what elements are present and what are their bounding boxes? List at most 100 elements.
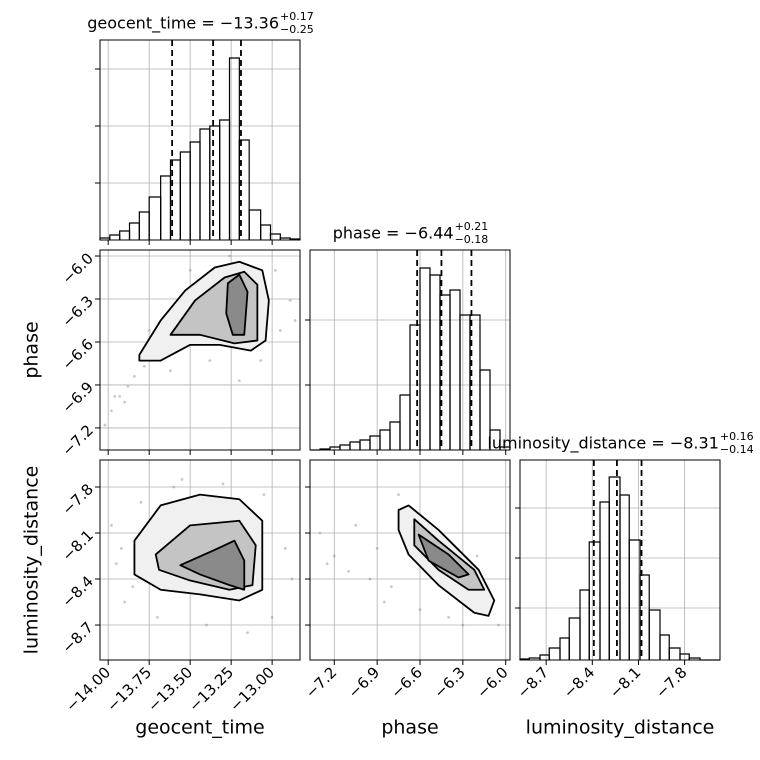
x-axis-label: luminosity_distance [526, 717, 715, 739]
sample-point [283, 546, 287, 550]
x-tick-label: −6.0 [473, 663, 511, 701]
hist-bin [359, 439, 371, 450]
sample-point [418, 608, 422, 612]
title-sub: −0.14 [720, 443, 754, 456]
sample-point [278, 329, 282, 332]
sample-point [205, 623, 208, 627]
hist-bin [119, 230, 131, 240]
hist-bin [419, 267, 431, 450]
hist-bin [409, 324, 421, 450]
sample-point [447, 615, 450, 619]
sample-point [274, 268, 277, 272]
hist-bin [648, 609, 661, 660]
title-sub: −0.25 [280, 23, 314, 36]
hist-bin [559, 637, 570, 660]
sample-point [123, 600, 126, 604]
sample-point [180, 477, 184, 481]
sample-point [497, 623, 500, 627]
hist-bin [459, 314, 471, 450]
sample-point [259, 359, 263, 363]
hist-bin [189, 141, 201, 240]
hist-bin [548, 647, 561, 660]
hist-bin [219, 119, 231, 240]
x-tick-label: −13.25 [185, 663, 237, 715]
sample-point [114, 562, 118, 566]
panel: −14.00−13.75−13.50−13.25−13.00 −7.8 −8.1 −8… [21, 459, 301, 739]
contour [179, 539, 246, 591]
hist-bin [399, 394, 411, 450]
sample-point [113, 395, 117, 398]
sample-point [228, 254, 231, 258]
x-tick-label: −8.1 [606, 663, 644, 701]
sample-point [147, 329, 151, 332]
x-tick-label: −8.7 [514, 663, 552, 701]
hist-bin [539, 654, 550, 660]
x-tick-label: −7.2 [302, 663, 340, 701]
y-tick-label: −7.8 [59, 480, 97, 518]
hist-bin [349, 441, 361, 450]
x-tick-label: −14.00 [62, 663, 114, 715]
hist-bin [619, 494, 630, 660]
sample-point [131, 585, 135, 589]
hist-bin [668, 647, 681, 660]
sample-point [126, 384, 130, 388]
panel-title: luminosity_distance = −8.31 [487, 434, 718, 454]
contour [417, 533, 470, 579]
hist-bin [479, 369, 491, 450]
sample-point [110, 409, 113, 413]
sample-point [290, 577, 294, 581]
panel: geocent_time = −13.36 +0.17−0.25 [87, 10, 314, 245]
hist-bin [160, 175, 172, 240]
panel: −6.0 −6.3 −6.6 −6.9 −7.2 phase [21, 249, 301, 460]
hist-bin [238, 139, 250, 240]
hist-bin [199, 128, 211, 240]
sample-point [188, 268, 192, 272]
hist-bin [248, 209, 262, 240]
density-layer [318, 493, 500, 627]
y-tick-label: −7.2 [59, 421, 97, 459]
panel-frame [99, 249, 301, 451]
sample-point [475, 554, 479, 558]
x-tick-label: −6.3 [430, 663, 468, 701]
x-axis-label: phase [381, 717, 438, 739]
x-axis-label: geocent_time [135, 717, 264, 739]
sample-point [332, 554, 336, 558]
density-layer [103, 254, 297, 427]
hist-bin [599, 501, 610, 660]
y-tick-label: −6.3 [59, 292, 97, 330]
y-axis-label: phase [21, 321, 43, 378]
x-tick-label: −13.50 [144, 663, 196, 715]
sample-point [390, 585, 393, 589]
sample-point [221, 482, 225, 486]
y-tick-label: −8.4 [59, 572, 97, 610]
sample-point [382, 600, 386, 604]
panel-frame [99, 459, 301, 661]
sample-point [397, 493, 400, 497]
hist-bin [148, 196, 162, 240]
sample-point [262, 493, 266, 497]
hist-bin [109, 234, 121, 240]
sample-point [270, 615, 274, 619]
sample-point [123, 400, 126, 404]
hist-bin [449, 289, 461, 450]
hist-bin [128, 222, 140, 240]
contour [225, 273, 249, 336]
hist-bin [389, 421, 401, 450]
sample-point [368, 577, 372, 581]
x-tick-label: −6.9 [345, 663, 383, 701]
hist-bin [369, 435, 381, 450]
sample-point [246, 631, 249, 635]
sample-point [142, 364, 146, 368]
sample-point [169, 369, 172, 373]
x-tick-label: −7.8 [652, 663, 690, 701]
hist-bin [489, 429, 501, 450]
title-sub: −0.18 [455, 233, 489, 246]
y-tick-label: −6.0 [59, 249, 97, 287]
sample-point [461, 623, 465, 627]
sample-point [139, 500, 143, 504]
density-layer [110, 477, 294, 635]
sample-point [103, 423, 107, 427]
sample-point [110, 523, 113, 527]
x-tick-label: −13.00 [226, 663, 278, 715]
